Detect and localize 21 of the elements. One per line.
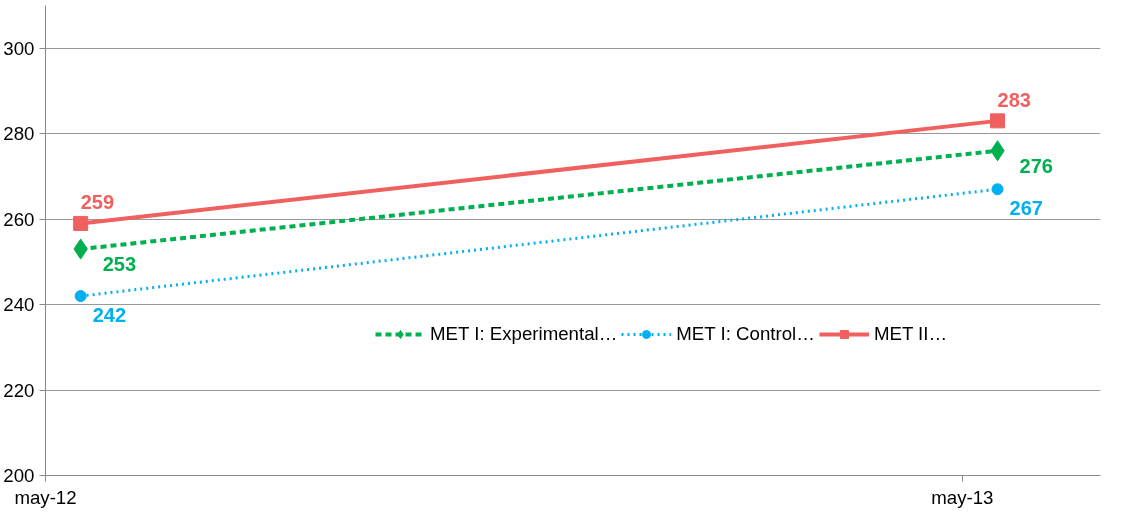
point (73, 215, 89, 231)
y-tick-label: 200 (3, 465, 35, 486)
legend-label: MET I: Experimental… (430, 323, 618, 345)
data-label: 276 (1019, 154, 1053, 177)
point (990, 113, 1006, 129)
y-tick-label: 300 (3, 37, 35, 59)
x-tick-label: may-13 (931, 486, 994, 508)
y-tick-label: 260 (3, 208, 35, 230)
y-tick-label: 240 (3, 294, 35, 316)
data-label: 242 (92, 304, 127, 327)
legend-label: MET II… (873, 323, 948, 345)
x-tick-label: may-12 (14, 486, 77, 508)
data-label: 253 (102, 253, 137, 276)
y-tick-label: 280 (3, 123, 35, 145)
point (74, 290, 87, 303)
data-label: 259 (80, 191, 115, 214)
legend-label: MET I: Control… (676, 323, 815, 345)
point (991, 183, 1004, 196)
data-label: 283 (997, 88, 1031, 111)
data-label: 267 (1009, 197, 1043, 220)
y-tick-label: 220 (3, 379, 35, 401)
